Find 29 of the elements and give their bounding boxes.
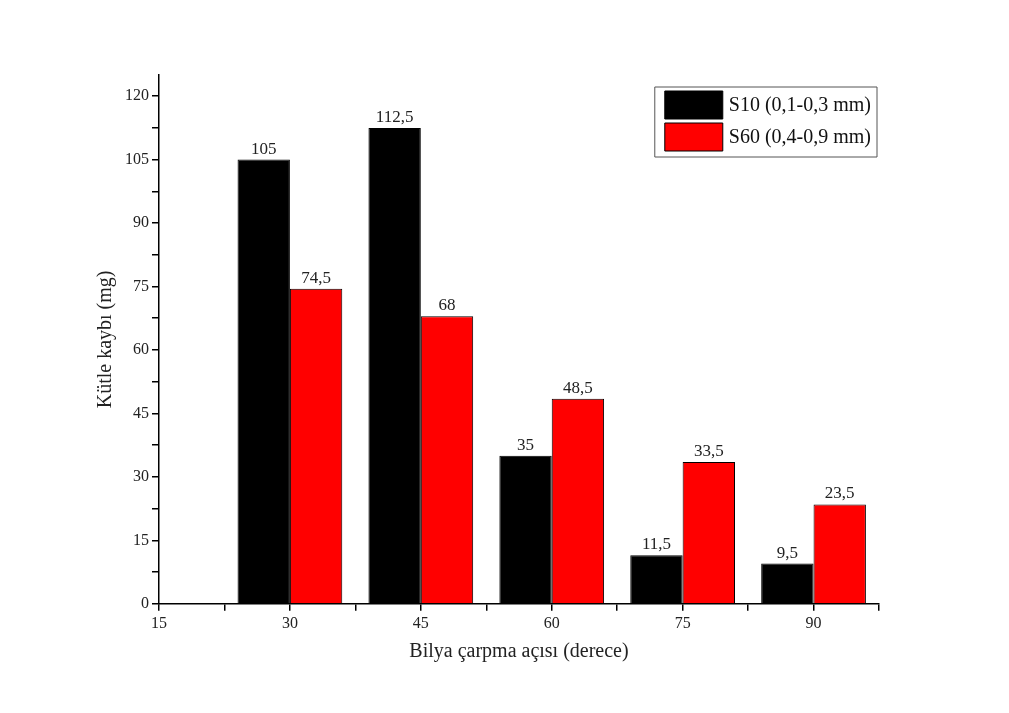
x-tick-label: 60 <box>543 613 560 631</box>
y-tick-label: 60 <box>133 340 149 358</box>
data-label: 9,5 <box>776 542 798 562</box>
y-tick-label: 45 <box>133 403 149 421</box>
x-axis-title: Bilya çarpma açısı (derece) <box>409 639 629 663</box>
data-label: 112,5 <box>375 106 414 126</box>
data-label: 35 <box>517 434 535 454</box>
y-tick-label: 105 <box>125 149 149 167</box>
y-axis-title: Kütle kaybı (mg) <box>93 270 117 409</box>
x-tick-label: 30 <box>281 613 298 631</box>
y-tick-label: 120 <box>125 86 149 104</box>
y-tick-label: 30 <box>133 467 149 485</box>
y-tick-label: 15 <box>133 530 149 548</box>
legend-label: S10 (0,1-0,3 mm) <box>728 93 871 117</box>
x-tick-label: 90 <box>805 613 822 631</box>
data-label: 23,5 <box>824 483 855 503</box>
y-tick-label: 90 <box>133 213 149 231</box>
data-label: 68 <box>438 295 456 315</box>
legend-label: S60 (0,4-0,9 mm) <box>728 125 871 149</box>
y-tick-label: 0 <box>141 594 149 611</box>
data-label: 33,5 <box>693 441 724 461</box>
x-tick-label: 75 <box>674 613 691 631</box>
y-tick-label: 75 <box>133 276 149 294</box>
data-label: 105 <box>250 138 277 158</box>
data-label: 11,5 <box>641 534 672 554</box>
data-label: 48,5 <box>563 377 593 397</box>
x-tick-label: 15 <box>151 613 167 631</box>
data-label: 74,5 <box>301 267 331 287</box>
x-tick-label: 45 <box>412 613 429 631</box>
